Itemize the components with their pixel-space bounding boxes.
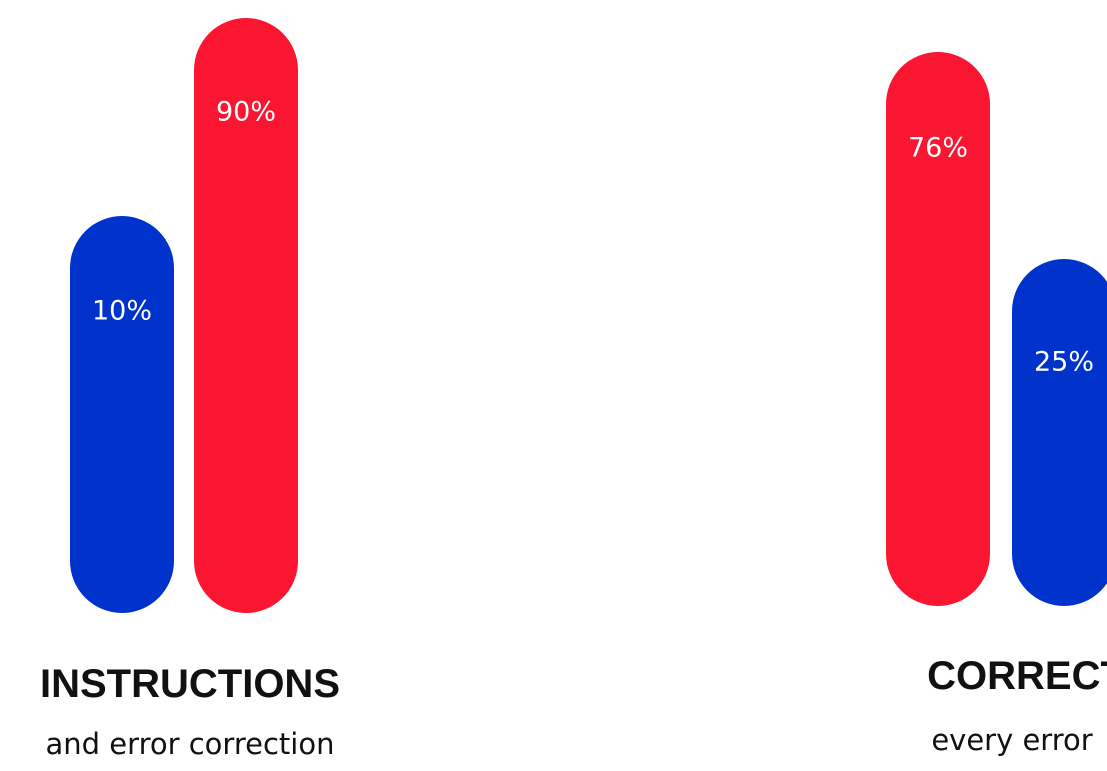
group-title: INSTRUCTIONS (40, 662, 340, 706)
bar-25-percent (1012, 259, 1107, 606)
bar-90-percent (194, 18, 298, 613)
bar-76-percent (886, 52, 990, 606)
group-caption: every error (931, 723, 1092, 757)
bar-value-label: 25% (1034, 347, 1094, 378)
group-caption: and error correction (46, 727, 335, 761)
bar-group-2: 76% 25% CORRECT every error (886, 52, 1107, 757)
group-title: CORRECT (927, 654, 1107, 698)
bar-10-percent (70, 216, 174, 613)
bar-value-label: 76% (908, 133, 968, 164)
bar-value-label: 10% (92, 296, 152, 327)
bar-group-1: 10% 90% INSTRUCTIONS and error correction (40, 18, 340, 761)
bar-value-label: 90% (216, 97, 276, 128)
